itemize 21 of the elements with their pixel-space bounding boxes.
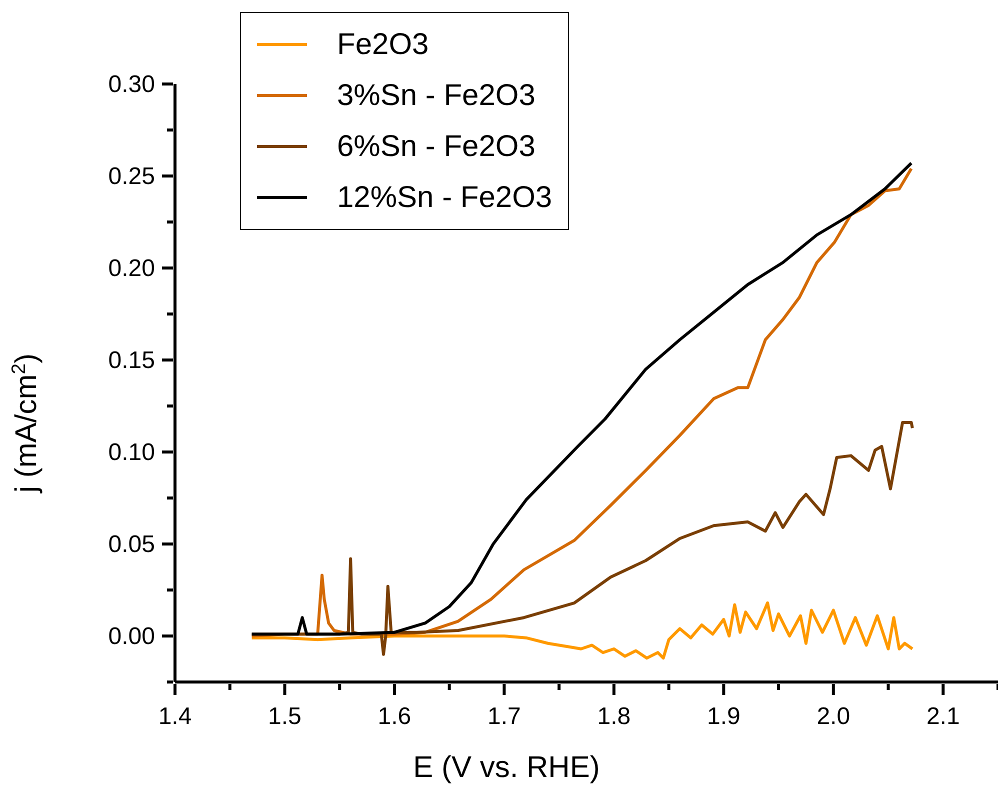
y-tick-label: 0.05 — [108, 531, 155, 558]
y-tick-label: 0.20 — [108, 255, 155, 282]
y-tick-label: 0.15 — [108, 347, 155, 374]
x-tick-label: 1.9 — [706, 703, 740, 730]
y-tick-label: 0.10 — [108, 439, 155, 466]
line-series — [250, 601, 914, 660]
y-tick-label: 0.00 — [108, 623, 155, 650]
legend-label: Fe2O3 — [337, 28, 429, 62]
x-tick-label: 1.7 — [488, 703, 521, 730]
legend-label: 6%Sn - Fe2O3 — [337, 130, 536, 164]
x-tick-label: 1.5 — [268, 703, 302, 730]
x-tick-label: 1.6 — [378, 703, 412, 730]
y-tick-label: 0.25 — [108, 163, 155, 190]
legend-label: 3%Sn - Fe2O3 — [337, 78, 536, 112]
x-tick-label: 2.0 — [816, 703, 850, 730]
x-tick-label: 2.1 — [926, 703, 960, 730]
legend-label: 12%Sn - Fe2O3 — [337, 180, 552, 214]
x-tick-label: 1.8 — [597, 703, 631, 730]
x-tick-label: 1.4 — [158, 703, 192, 730]
y-tick-label: 0.30 — [108, 71, 155, 98]
x-axis-title: E (V vs. RHE) — [413, 751, 600, 784]
